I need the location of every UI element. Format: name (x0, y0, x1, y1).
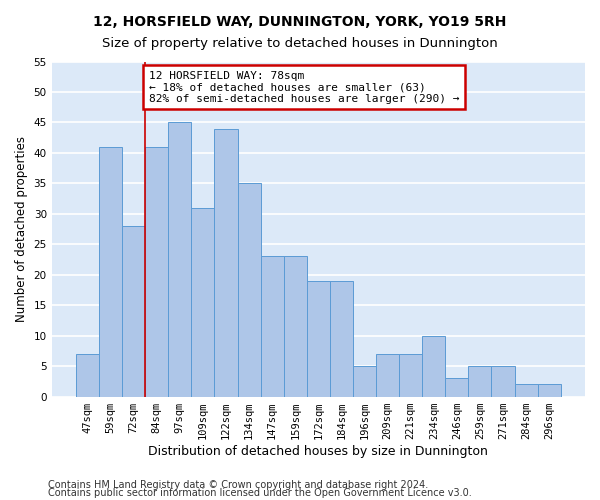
Text: 12, HORSFIELD WAY, DUNNINGTON, YORK, YO19 5RH: 12, HORSFIELD WAY, DUNNINGTON, YORK, YO1… (94, 15, 506, 29)
Text: 12 HORSFIELD WAY: 78sqm
← 18% of detached houses are smaller (63)
82% of semi-de: 12 HORSFIELD WAY: 78sqm ← 18% of detache… (149, 70, 459, 104)
Bar (214, 128, 238, 396)
Text: Contains public sector information licensed under the Open Government Licence v3: Contains public sector information licen… (48, 488, 472, 498)
Bar (445, 378, 469, 396)
X-axis label: Distribution of detached houses by size in Dunnington: Distribution of detached houses by size … (148, 444, 488, 458)
Bar (122, 226, 145, 396)
Bar (330, 281, 353, 396)
Text: Contains HM Land Registry data © Crown copyright and database right 2024.: Contains HM Land Registry data © Crown c… (48, 480, 428, 490)
Bar (145, 147, 168, 396)
Bar (422, 336, 445, 396)
Bar (353, 366, 376, 396)
Bar (538, 384, 561, 396)
Bar (469, 366, 491, 396)
Bar (168, 122, 191, 396)
Bar (260, 256, 284, 396)
Bar (307, 281, 330, 396)
Y-axis label: Number of detached properties: Number of detached properties (15, 136, 28, 322)
Bar (238, 184, 260, 396)
Bar (491, 366, 515, 396)
Text: Size of property relative to detached houses in Dunnington: Size of property relative to detached ho… (102, 38, 498, 51)
Bar (376, 354, 399, 397)
Bar (284, 256, 307, 396)
Bar (515, 384, 538, 396)
Bar (399, 354, 422, 397)
Bar (76, 354, 99, 397)
Bar (191, 208, 214, 396)
Bar (99, 147, 122, 396)
